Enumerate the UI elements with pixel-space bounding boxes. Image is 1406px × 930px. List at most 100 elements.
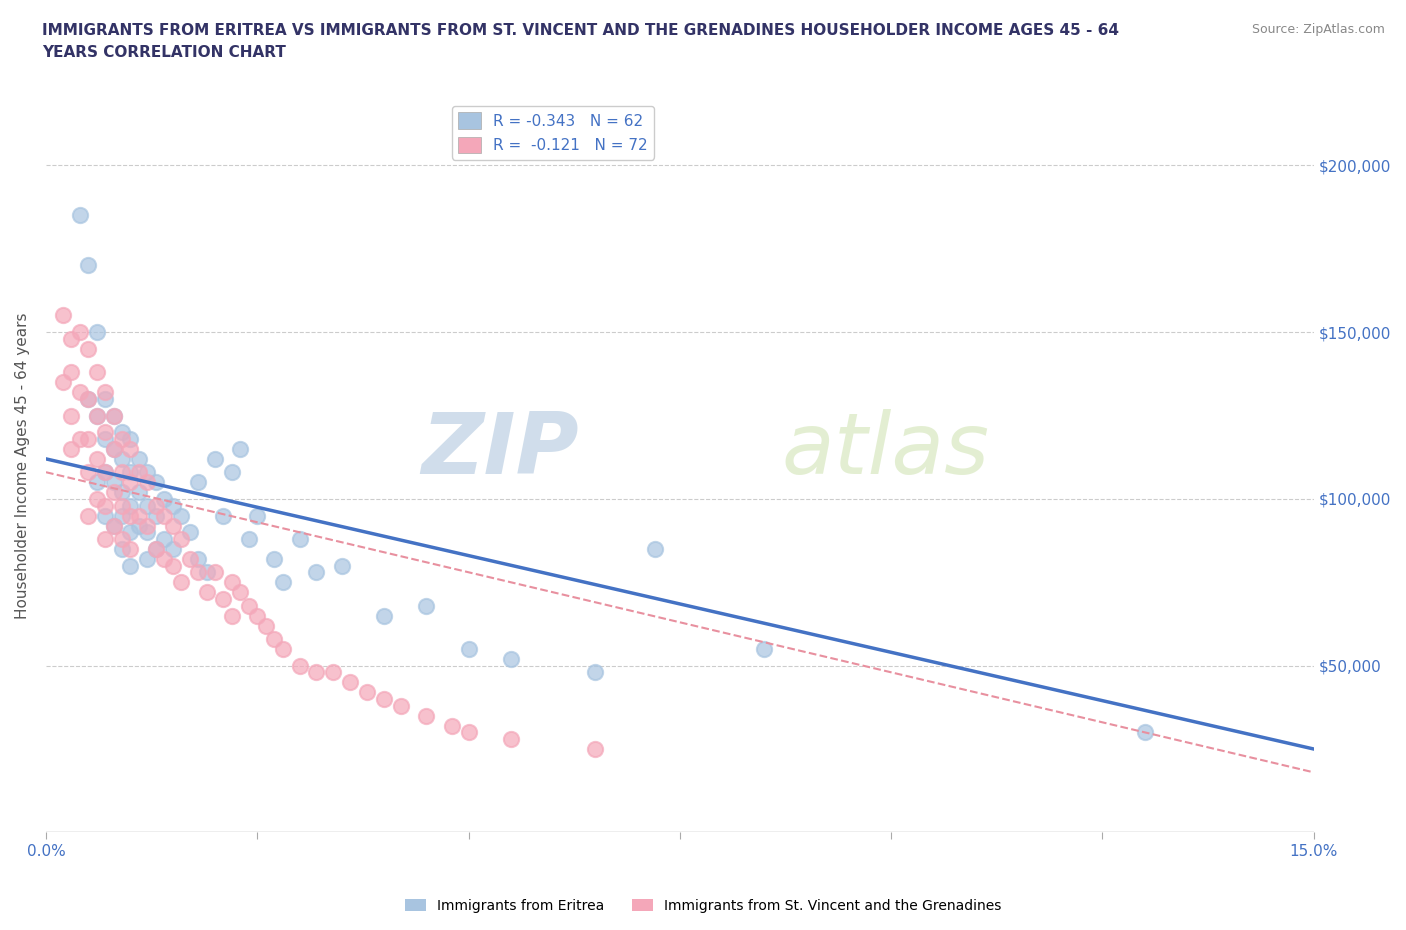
Point [229, 585, 252, 600]
Point [86, 365, 108, 379]
Point [162, 558, 184, 573]
Point [69, 208, 91, 223]
Point [583, 665, 606, 680]
Point [103, 442, 125, 457]
Point [77, 392, 100, 406]
Point [754, 642, 776, 657]
Point [221, 465, 243, 480]
Point [322, 665, 344, 680]
Point [204, 451, 226, 466]
Point [583, 741, 606, 756]
Point [246, 508, 269, 523]
Point [162, 541, 184, 556]
Point [120, 498, 142, 513]
Point [111, 425, 134, 440]
Point [271, 642, 294, 657]
Point [145, 475, 167, 490]
Point [103, 442, 125, 457]
Text: Source: ZipAtlas.com: Source: ZipAtlas.com [1251, 23, 1385, 36]
Point [145, 541, 167, 556]
Point [120, 432, 142, 446]
Point [103, 408, 125, 423]
Legend: Immigrants from Eritrea, Immigrants from St. Vincent and the Grenadines: Immigrants from Eritrea, Immigrants from… [399, 894, 1007, 919]
Point [52, 308, 75, 323]
Point [60, 408, 83, 423]
Point [499, 732, 522, 747]
Point [263, 631, 285, 646]
Point [499, 652, 522, 667]
Point [179, 525, 201, 539]
Point [170, 531, 193, 546]
Point [60, 365, 83, 379]
Point [128, 485, 150, 499]
Point [229, 442, 252, 457]
Point [145, 498, 167, 513]
Point [111, 498, 134, 513]
Point [86, 475, 108, 490]
Point [136, 525, 159, 539]
Point [128, 465, 150, 480]
Point [60, 442, 83, 457]
Point [170, 575, 193, 590]
Point [111, 541, 134, 556]
Point [415, 709, 437, 724]
Point [94, 425, 117, 440]
Point [111, 531, 134, 546]
Point [457, 724, 479, 739]
Point [111, 508, 134, 523]
Point [288, 531, 311, 546]
Point [111, 432, 134, 446]
Point [305, 665, 328, 680]
Point [644, 541, 666, 556]
Point [145, 541, 167, 556]
Point [120, 541, 142, 556]
Point [153, 508, 176, 523]
Point [94, 465, 117, 480]
Point [120, 465, 142, 480]
Point [86, 408, 108, 423]
Point [77, 392, 100, 406]
Text: atlas: atlas [782, 409, 990, 492]
Point [94, 531, 117, 546]
Point [77, 465, 100, 480]
Point [77, 432, 100, 446]
Point [162, 498, 184, 513]
Point [136, 465, 159, 480]
Point [356, 684, 378, 699]
Point [120, 475, 142, 490]
Point [103, 518, 125, 533]
Point [52, 375, 75, 390]
Point [187, 475, 209, 490]
Point [94, 392, 117, 406]
Point [330, 558, 353, 573]
Point [94, 385, 117, 400]
Point [246, 608, 269, 623]
Point [238, 531, 260, 546]
Point [204, 565, 226, 579]
Point [103, 408, 125, 423]
Point [440, 718, 463, 733]
Point [94, 508, 117, 523]
Point [238, 598, 260, 613]
Legend: R = -0.343   N = 62, R =  -0.121   N = 72: R = -0.343 N = 62, R = -0.121 N = 72 [453, 106, 654, 160]
Point [339, 675, 361, 690]
Point [128, 451, 150, 466]
Point [128, 518, 150, 533]
Point [288, 658, 311, 673]
Point [254, 618, 277, 633]
Point [179, 551, 201, 566]
Point [120, 558, 142, 573]
Point [120, 525, 142, 539]
Point [86, 491, 108, 506]
Point [94, 465, 117, 480]
Point [86, 451, 108, 466]
Point [120, 508, 142, 523]
Point [136, 498, 159, 513]
Point [103, 518, 125, 533]
Point [305, 565, 328, 579]
Point [111, 465, 134, 480]
Y-axis label: Householder Income Ages 45 - 64 years: Householder Income Ages 45 - 64 years [15, 312, 30, 618]
Point [187, 551, 209, 566]
Point [373, 692, 395, 707]
Point [221, 575, 243, 590]
